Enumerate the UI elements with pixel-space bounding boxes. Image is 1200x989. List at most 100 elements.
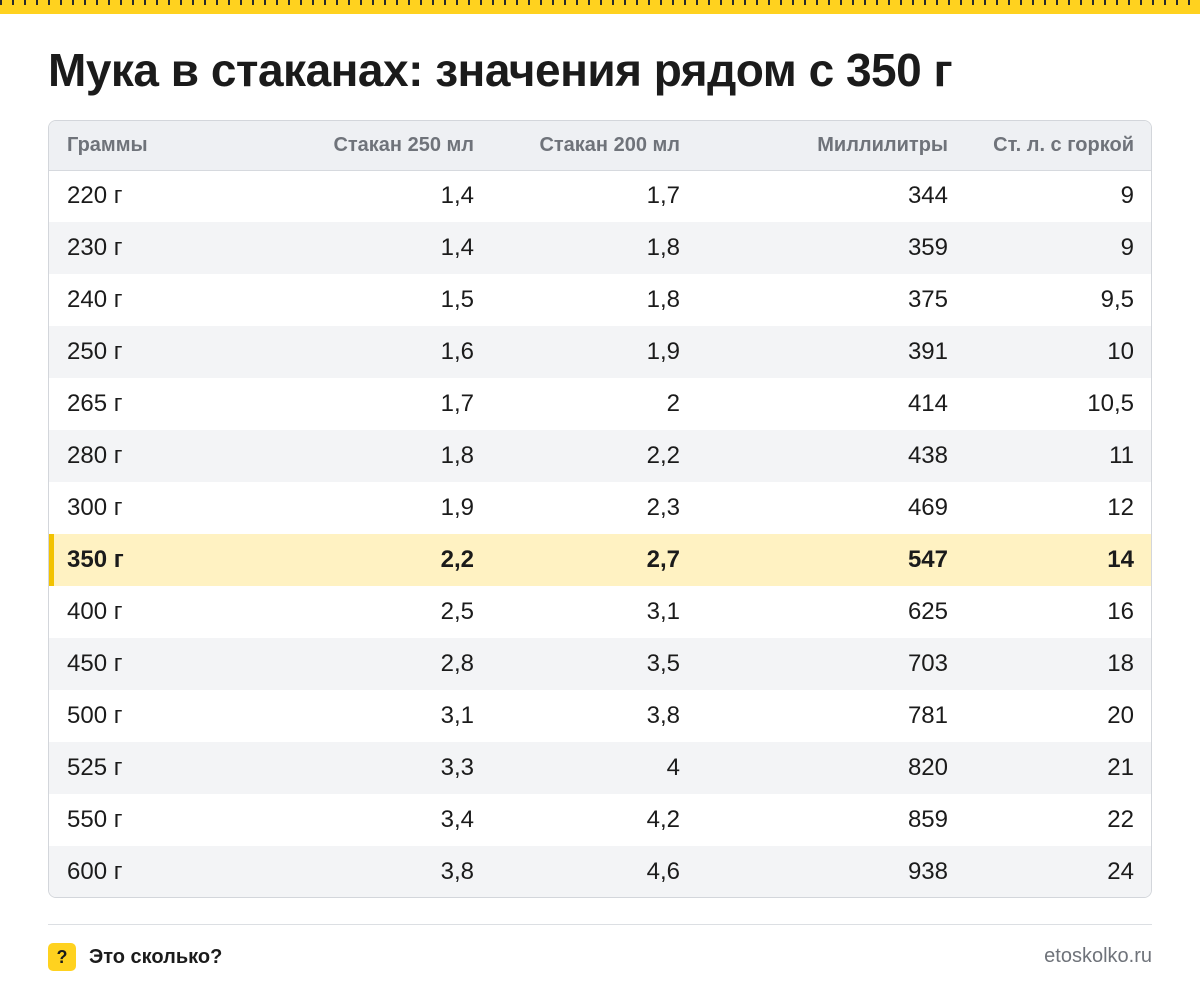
cell-cup-250: 1,6 xyxy=(440,338,474,365)
cell-cup-200: 2,2 xyxy=(646,442,680,469)
cell-milliliters: 547 xyxy=(907,546,948,573)
conversion-table: Граммы Стакан 250 мл Стакан 200 мл Милли… xyxy=(48,120,1152,898)
cell-cup-250: 2,5 xyxy=(440,598,474,625)
cell-grams: 500 г xyxy=(67,702,123,729)
cell-grams: 350 г xyxy=(49,534,257,586)
table-row: 265 г 1,7 2 414 10,5 xyxy=(49,378,1151,430)
cell-cup-250: 2,2 xyxy=(440,546,474,573)
table-row-highlighted: 350 г 2,2 2,7 547 14 xyxy=(49,534,1151,586)
cell-milliliters: 938 xyxy=(907,858,948,885)
footer-brand: ? Это сколько? xyxy=(48,943,222,971)
table-row: 220 г 1,4 1,7 344 9 xyxy=(49,170,1151,222)
cell-cup-250: 3,8 xyxy=(440,858,474,885)
header-grams: Граммы xyxy=(49,121,257,171)
cell-cup-250: 3,3 xyxy=(440,754,474,781)
cell-cup-200: 4 xyxy=(666,754,680,781)
table-row: 500 г 3,1 3,8 781 20 xyxy=(49,690,1151,742)
cell-milliliters: 820 xyxy=(907,754,948,781)
cell-milliliters: 391 xyxy=(907,338,948,365)
brand-name: Это сколько? xyxy=(89,945,223,968)
cell-tablespoons: 22 xyxy=(1107,806,1134,833)
table-row: 230 г 1,4 1,8 359 9 xyxy=(49,222,1151,274)
cell-tablespoons: 9 xyxy=(1120,182,1134,210)
page-title: Мука в стаканах: значения рядом с 350 г xyxy=(48,44,953,96)
cell-milliliters: 625 xyxy=(907,598,948,625)
cell-milliliters: 375 xyxy=(907,286,948,313)
cell-tablespoons: 16 xyxy=(1107,598,1134,625)
table-row: 525 г 3,3 4 820 21 xyxy=(49,742,1151,794)
header-cup-200: Стакан 200 мл xyxy=(474,121,680,171)
table: Граммы Стакан 250 мл Стакан 200 мл Милли… xyxy=(49,121,1151,897)
cell-cup-250: 1,5 xyxy=(440,286,474,313)
table-row: 400 г 2,5 3,1 625 16 xyxy=(49,586,1151,638)
cell-tablespoons: 18 xyxy=(1107,650,1134,677)
cell-cup-200: 2,7 xyxy=(646,546,680,573)
cell-milliliters: 781 xyxy=(907,702,948,729)
ruler-strip xyxy=(0,0,1200,14)
cell-tablespoons: 10,5 xyxy=(1087,390,1134,417)
table-row: 450 г 2,8 3,5 703 18 xyxy=(49,638,1151,690)
site-url: etoskolko.ru xyxy=(1044,945,1152,967)
table-row: 250 г 1,6 1,9 391 10 xyxy=(49,326,1151,378)
cell-cup-200: 2,3 xyxy=(646,494,680,521)
table-row: 240 г 1,5 1,8 375 9,5 xyxy=(49,274,1151,326)
cell-cup-200: 1,8 xyxy=(646,286,680,313)
header-tablespoons: Ст. л. с горкой xyxy=(948,121,1151,171)
cell-tablespoons: 10 xyxy=(1107,338,1134,365)
cell-grams: 300 г xyxy=(67,494,123,521)
cell-grams: 250 г xyxy=(67,338,123,365)
cell-cup-250: 1,7 xyxy=(440,390,474,417)
cell-tablespoons: 9 xyxy=(1120,234,1134,261)
cell-grams: 230 г xyxy=(67,234,123,261)
cell-milliliters: 438 xyxy=(907,442,948,469)
header-cup-250: Стакан 250 мл xyxy=(257,121,474,171)
cell-grams: 400 г xyxy=(67,598,123,625)
cell-grams: 265 г xyxy=(67,390,123,417)
cell-cup-250: 3,1 xyxy=(440,702,474,729)
cell-grams: 240 г xyxy=(67,286,123,313)
cell-cup-250: 1,4 xyxy=(440,234,474,261)
cell-grams: 600 г xyxy=(67,858,123,885)
cell-milliliters: 469 xyxy=(907,494,948,521)
cell-tablespoons: 21 xyxy=(1107,754,1134,781)
cell-tablespoons: 12 xyxy=(1107,494,1134,521)
table-header-row: Граммы Стакан 250 мл Стакан 200 мл Милли… xyxy=(49,121,1151,171)
cell-cup-250: 2,8 xyxy=(440,650,474,677)
cell-milliliters: 359 xyxy=(907,234,948,261)
cell-grams: 220 г xyxy=(67,182,123,210)
cell-tablespoons: 24 xyxy=(1107,858,1134,885)
cell-cup-200: 4,2 xyxy=(646,806,680,833)
cell-cup-250: 1,8 xyxy=(440,442,474,469)
cell-tablespoons: 9,5 xyxy=(1100,286,1134,313)
cell-cup-200: 4,6 xyxy=(646,858,680,885)
cell-milliliters: 859 xyxy=(907,806,948,833)
cell-tablespoons: 14 xyxy=(1107,546,1134,573)
cell-cup-200: 3,1 xyxy=(646,598,680,625)
cell-cup-200: 1,7 xyxy=(646,182,680,210)
table-row: 550 г 3,4 4,2 859 22 xyxy=(49,794,1151,846)
cell-cup-200: 1,9 xyxy=(646,338,680,365)
table-body: 220 г 1,4 1,7 344 9 230 г 1,4 1,8 359 9 240 г 1,5 1,… xyxy=(49,170,1151,897)
cell-grams: 525 г xyxy=(67,754,123,781)
table-row: 600 г 3,8 4,6 938 24 xyxy=(49,846,1151,897)
cell-grams: 550 г xyxy=(67,806,123,833)
table-row: 280 г 1,8 2,2 438 11 xyxy=(49,430,1151,482)
cell-cup-200: 1,8 xyxy=(646,234,680,261)
cell-grams: 280 г xyxy=(67,442,123,469)
cell-cup-250: 1,9 xyxy=(440,494,474,521)
cell-cup-250: 1,4 xyxy=(440,182,474,210)
question-mark-icon: ? xyxy=(48,943,76,971)
header-milliliters: Миллилитры xyxy=(680,121,948,171)
footer-divider xyxy=(48,924,1152,925)
cell-cup-200: 3,8 xyxy=(646,702,680,729)
cell-cup-200: 2 xyxy=(666,390,680,417)
table-row: 300 г 1,9 2,3 469 12 xyxy=(49,482,1151,534)
cell-tablespoons: 11 xyxy=(1109,442,1134,469)
cell-milliliters: 703 xyxy=(907,650,948,677)
cell-milliliters: 344 xyxy=(907,182,948,210)
cell-cup-250: 3,4 xyxy=(440,806,474,833)
cell-cup-200: 3,5 xyxy=(646,650,680,677)
cell-milliliters: 414 xyxy=(907,390,948,417)
cell-tablespoons: 20 xyxy=(1107,702,1134,729)
cell-grams: 450 г xyxy=(67,650,123,677)
